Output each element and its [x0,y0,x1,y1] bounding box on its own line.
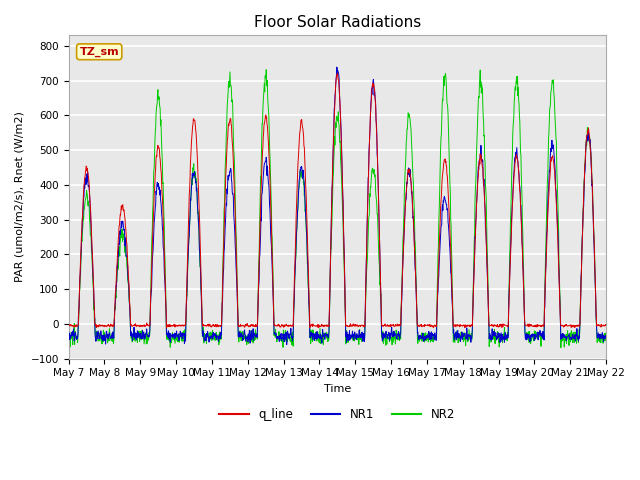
NR2 [539,334,547,339]
q_line [422,322,429,328]
NR2 [421,337,429,343]
Line: q_line: q_line [68,73,606,328]
NR1 [602,334,610,339]
NR2 [492,341,499,347]
NR2 [172,340,179,346]
NR2 [557,345,564,350]
NR1 [172,330,179,336]
NR2 [602,336,610,341]
Text: TZ_sm: TZ_sm [79,47,119,57]
NR2 [184,254,192,260]
NR1 [333,64,340,70]
NR1 [422,337,429,343]
NR2 [65,342,72,348]
NR1 [65,331,72,337]
Legend: q_line, NR1, NR2: q_line, NR1, NR2 [214,403,460,426]
q_line [65,323,72,328]
Line: NR1: NR1 [68,67,606,345]
q_line [172,323,179,329]
q_line [492,323,499,328]
q_line [163,325,170,331]
q_line [185,218,193,224]
q_line [245,324,253,330]
NR1 [283,342,291,348]
q_line [333,71,341,76]
NR2 [262,67,270,72]
NR1 [244,331,252,337]
X-axis label: Time: Time [324,384,351,394]
q_line [539,322,547,328]
NR1 [492,330,499,336]
Line: NR2: NR2 [68,70,606,348]
Title: Floor Solar Radiations: Floor Solar Radiations [253,15,421,30]
NR1 [184,249,192,255]
q_line [602,322,610,328]
Y-axis label: PAR (umol/m2/s), Rnet (W/m2): PAR (umol/m2/s), Rnet (W/m2) [15,111,25,282]
NR1 [539,336,547,341]
NR2 [244,340,252,346]
